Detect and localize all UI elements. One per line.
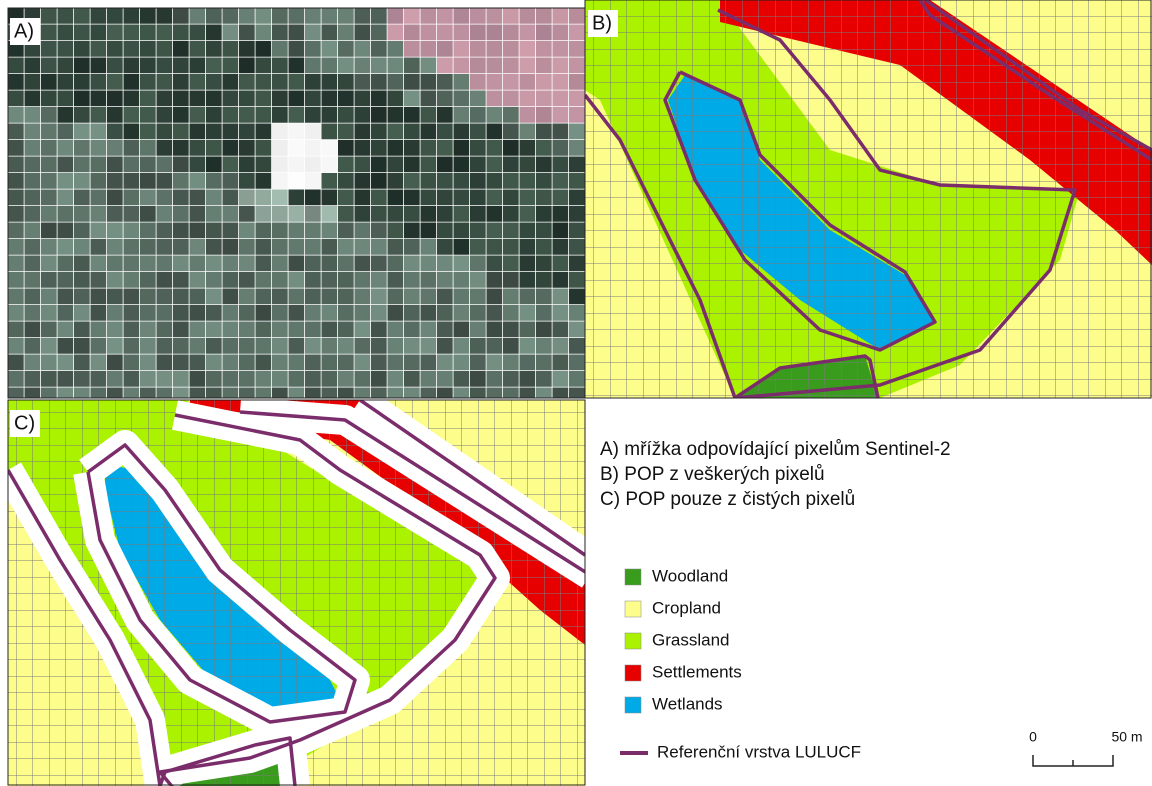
- legend-swatch: [625, 569, 641, 585]
- legend-swatch: [625, 601, 641, 617]
- panel-a: [8, 8, 602, 404]
- scale-label: 50 m: [1111, 729, 1142, 745]
- panel-label: C): [14, 412, 35, 434]
- legend-label: Wetlands: [652, 694, 723, 713]
- legend-swatch: [625, 665, 641, 681]
- description: B) POP z veškerých pixelů: [600, 464, 825, 485]
- description: A) mřížka odpovídající pixelům Sentinel-…: [600, 439, 951, 460]
- legend-label: Woodland: [652, 566, 728, 585]
- panel-b: [585, 0, 1152, 398]
- pixel-grid: [585, 0, 1152, 398]
- panel-label: B): [592, 12, 612, 34]
- figure: A) B) C) A) mřížka odpovídající pixelům Sen…: [0, 0, 1152, 786]
- legend-label: Settlements: [652, 662, 742, 681]
- legend-label: Cropland: [652, 598, 721, 617]
- pixel-grid: [8, 8, 585, 398]
- description: C) POP pouze z čistých pixelů: [600, 489, 855, 510]
- legend-label: Referenční vrstva LULUCF: [657, 742, 861, 761]
- scale-label: 0: [1029, 729, 1037, 745]
- legend-swatch: [625, 633, 641, 649]
- legend-label: Grassland: [652, 630, 729, 649]
- panel-label: A): [14, 20, 34, 42]
- panel-c: [8, 400, 590, 786]
- legend-swatch: [625, 697, 641, 713]
